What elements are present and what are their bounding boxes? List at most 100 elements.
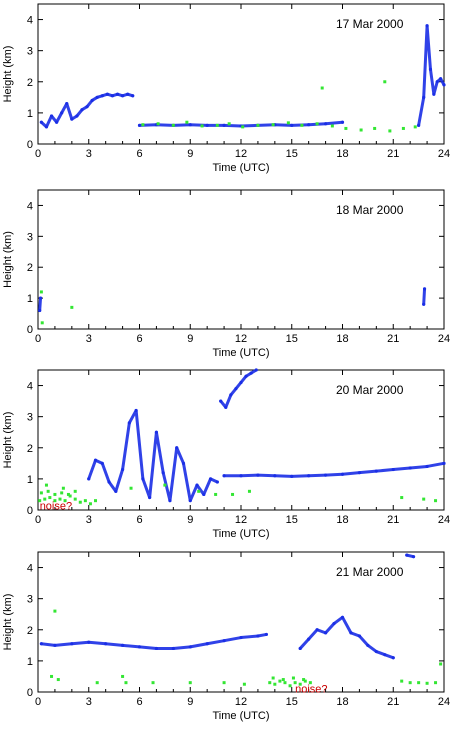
- series-1-point: [171, 123, 175, 127]
- series-1-point: [141, 123, 145, 127]
- series-1-point: [151, 681, 155, 685]
- series-0-point: [349, 631, 353, 635]
- x-tick-label: 0: [35, 696, 41, 708]
- series-1-point: [73, 489, 77, 493]
- series-0-point: [65, 101, 69, 106]
- series-0-point: [95, 95, 99, 99]
- series-0-segment-1-line: [298, 615, 395, 660]
- series-1-point: [315, 122, 319, 126]
- series-0-point: [239, 380, 243, 385]
- series-0-point: [391, 656, 395, 660]
- series-1-point: [271, 123, 275, 127]
- series-0-point: [391, 467, 395, 472]
- series-0-point: [254, 368, 258, 372]
- series-0-point: [422, 287, 427, 291]
- x-tick-label: 9: [187, 696, 193, 708]
- x-tick-label: 24: [438, 696, 450, 708]
- series-0-point: [115, 92, 120, 96]
- y-tick-label: 3: [27, 412, 33, 424]
- series-0-point: [154, 430, 159, 434]
- y-tick-label: 0: [27, 139, 33, 151]
- series-0-point: [49, 114, 54, 118]
- x-tick-label: 6: [136, 148, 142, 160]
- series-1-point: [344, 126, 348, 130]
- series-0-point: [188, 499, 192, 503]
- series-0-point: [323, 473, 328, 477]
- series-1-point: [298, 682, 302, 686]
- series-0-point: [215, 480, 219, 484]
- series-0-point: [90, 98, 94, 103]
- noise-annotation: noise?: [295, 683, 327, 695]
- series-0-point: [422, 95, 426, 99]
- y-tick-label: 3: [27, 594, 33, 606]
- series-0-point: [127, 421, 131, 425]
- series-0-point: [104, 642, 108, 646]
- x-tick-label: 15: [286, 333, 298, 345]
- series-0-point: [120, 467, 125, 472]
- series-1-point: [320, 86, 324, 90]
- series-0-segment-2-line: [222, 461, 446, 478]
- x-tick-label: 0: [35, 514, 41, 526]
- series-1-point: [400, 679, 404, 683]
- series-1-point: [53, 492, 57, 496]
- series-0-point: [422, 302, 426, 306]
- series-0-segment-0-line: [38, 296, 43, 312]
- series-0-point: [38, 296, 43, 300]
- series-0-point: [234, 387, 238, 391]
- series-0-segment-0-line: [39, 632, 268, 650]
- x-tick-label: 15: [286, 696, 298, 708]
- series-0-point: [264, 632, 268, 637]
- y-tick-label: 4: [27, 381, 33, 393]
- x-axis-label: Time (UTC): [212, 528, 269, 540]
- x-axis-label: Time (UTC): [212, 162, 269, 174]
- series-0-point: [168, 499, 172, 503]
- x-tick-label: 21: [387, 696, 399, 708]
- series-1-point: [281, 678, 285, 682]
- x-tick-label: 0: [35, 333, 41, 345]
- series-1-point: [388, 129, 392, 133]
- date-label: 20 Mar 2000: [336, 383, 404, 397]
- x-tick-label: 21: [387, 333, 399, 345]
- series-0-point: [222, 123, 226, 127]
- series-1-point: [43, 497, 47, 501]
- series-0-point: [383, 653, 387, 657]
- series-0-point: [181, 461, 186, 465]
- series-0-point: [432, 92, 436, 96]
- x-tick-label: 9: [187, 514, 193, 526]
- series-1-point: [303, 679, 307, 683]
- series-1-point: [70, 305, 74, 309]
- x-tick-label: 9: [187, 148, 193, 160]
- series-0-point: [205, 642, 209, 646]
- series-0-point: [366, 643, 370, 647]
- series-1-point: [359, 128, 363, 132]
- x-tick-label: 12: [235, 148, 247, 160]
- series-1-point: [200, 124, 204, 128]
- series-1-point: [88, 502, 92, 506]
- x-tick-label: 12: [235, 696, 247, 708]
- y-tick-label: 0: [27, 687, 33, 699]
- series-1-point: [293, 681, 297, 685]
- series-1-point: [308, 681, 312, 685]
- series-1-point: [439, 662, 443, 666]
- y-tick-label: 2: [27, 443, 33, 455]
- x-tick-label: 9: [187, 333, 193, 345]
- series-1-point: [94, 499, 98, 503]
- series-0-segment-2-line: [417, 24, 446, 127]
- series-0-point: [137, 123, 142, 127]
- series-0-point: [114, 489, 118, 493]
- series-1-point: [373, 126, 377, 130]
- y-axis-label: Height (km): [2, 594, 14, 651]
- series-1-point: [58, 497, 62, 501]
- series-1-point: [434, 499, 438, 503]
- series-0-point: [442, 83, 446, 87]
- series-0-point: [374, 649, 378, 654]
- series-0-point: [175, 446, 179, 450]
- x-tick-label: 3: [86, 696, 92, 708]
- series-0-point: [298, 646, 302, 651]
- y-tick-label: 0: [27, 324, 33, 336]
- series-0-point: [202, 492, 206, 497]
- series-1-point: [273, 682, 277, 686]
- series-0-point: [307, 474, 311, 478]
- series-0-point: [340, 472, 345, 476]
